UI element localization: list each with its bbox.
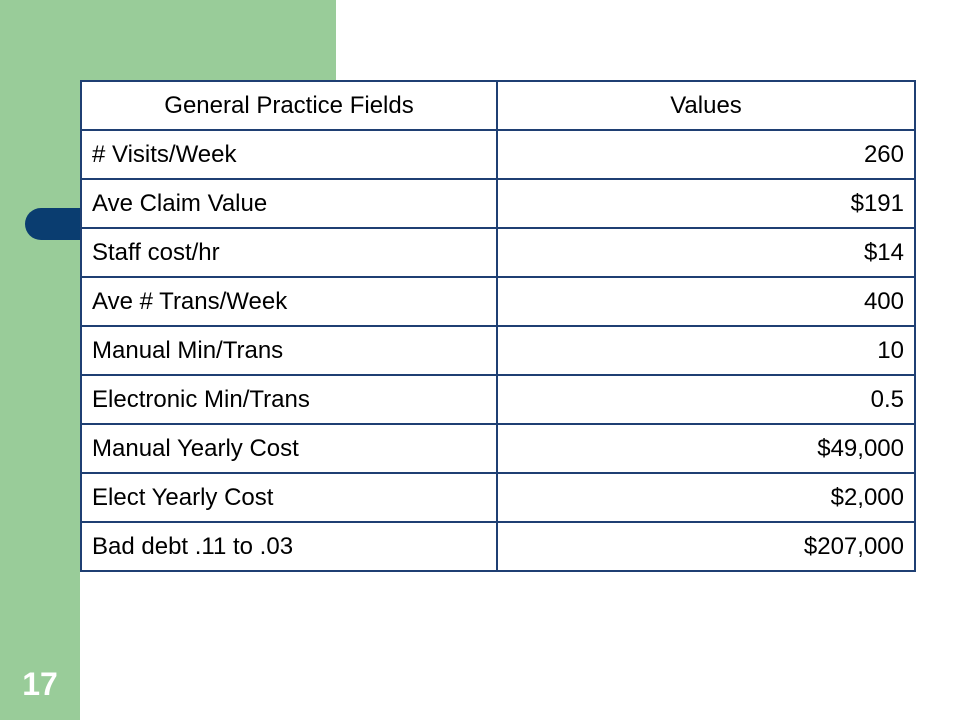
table-row: Manual Yearly Cost $49,000 xyxy=(80,423,916,474)
practice-fields-table: General Practice Fields Values # Visits/… xyxy=(80,80,916,572)
value-cell: $207,000 xyxy=(496,521,916,572)
field-cell: # Visits/Week xyxy=(80,129,498,180)
value-cell: $14 xyxy=(496,227,916,278)
value-cell: 0.5 xyxy=(496,374,916,425)
field-cell: Manual Yearly Cost xyxy=(80,423,498,474)
value-cell: $49,000 xyxy=(496,423,916,474)
slide-number: 17 xyxy=(22,666,58,702)
table-row: Electronic Min/Trans 0.5 xyxy=(80,374,916,425)
table-header-row: General Practice Fields Values xyxy=(80,80,916,131)
value-cell: $191 xyxy=(496,178,916,229)
table-row: Staff cost/hr $14 xyxy=(80,227,916,278)
sidebar-decoration xyxy=(0,0,80,720)
field-cell: Elect Yearly Cost xyxy=(80,472,498,523)
table-row: Ave # Trans/Week 400 xyxy=(80,276,916,327)
header-fields: General Practice Fields xyxy=(80,80,498,131)
field-cell: Bad debt .11 to .03 xyxy=(80,521,498,572)
value-cell: 260 xyxy=(496,129,916,180)
value-cell: $2,000 xyxy=(496,472,916,523)
field-cell: Electronic Min/Trans xyxy=(80,374,498,425)
table-row: Manual Min/Trans 10 xyxy=(80,325,916,376)
field-cell: Staff cost/hr xyxy=(80,227,498,278)
value-cell: 400 xyxy=(496,276,916,327)
field-cell: Ave Claim Value xyxy=(80,178,498,229)
value-cell: 10 xyxy=(496,325,916,376)
field-cell: Manual Min/Trans xyxy=(80,325,498,376)
field-cell: Ave # Trans/Week xyxy=(80,276,498,327)
table-row: Ave Claim Value $191 xyxy=(80,178,916,229)
header-values: Values xyxy=(496,80,916,131)
table-row: Bad debt .11 to .03 $207,000 xyxy=(80,521,916,572)
table-row: # Visits/Week 260 xyxy=(80,129,916,180)
table-row: Elect Yearly Cost $2,000 xyxy=(80,472,916,523)
top-bar-decoration xyxy=(80,0,336,80)
